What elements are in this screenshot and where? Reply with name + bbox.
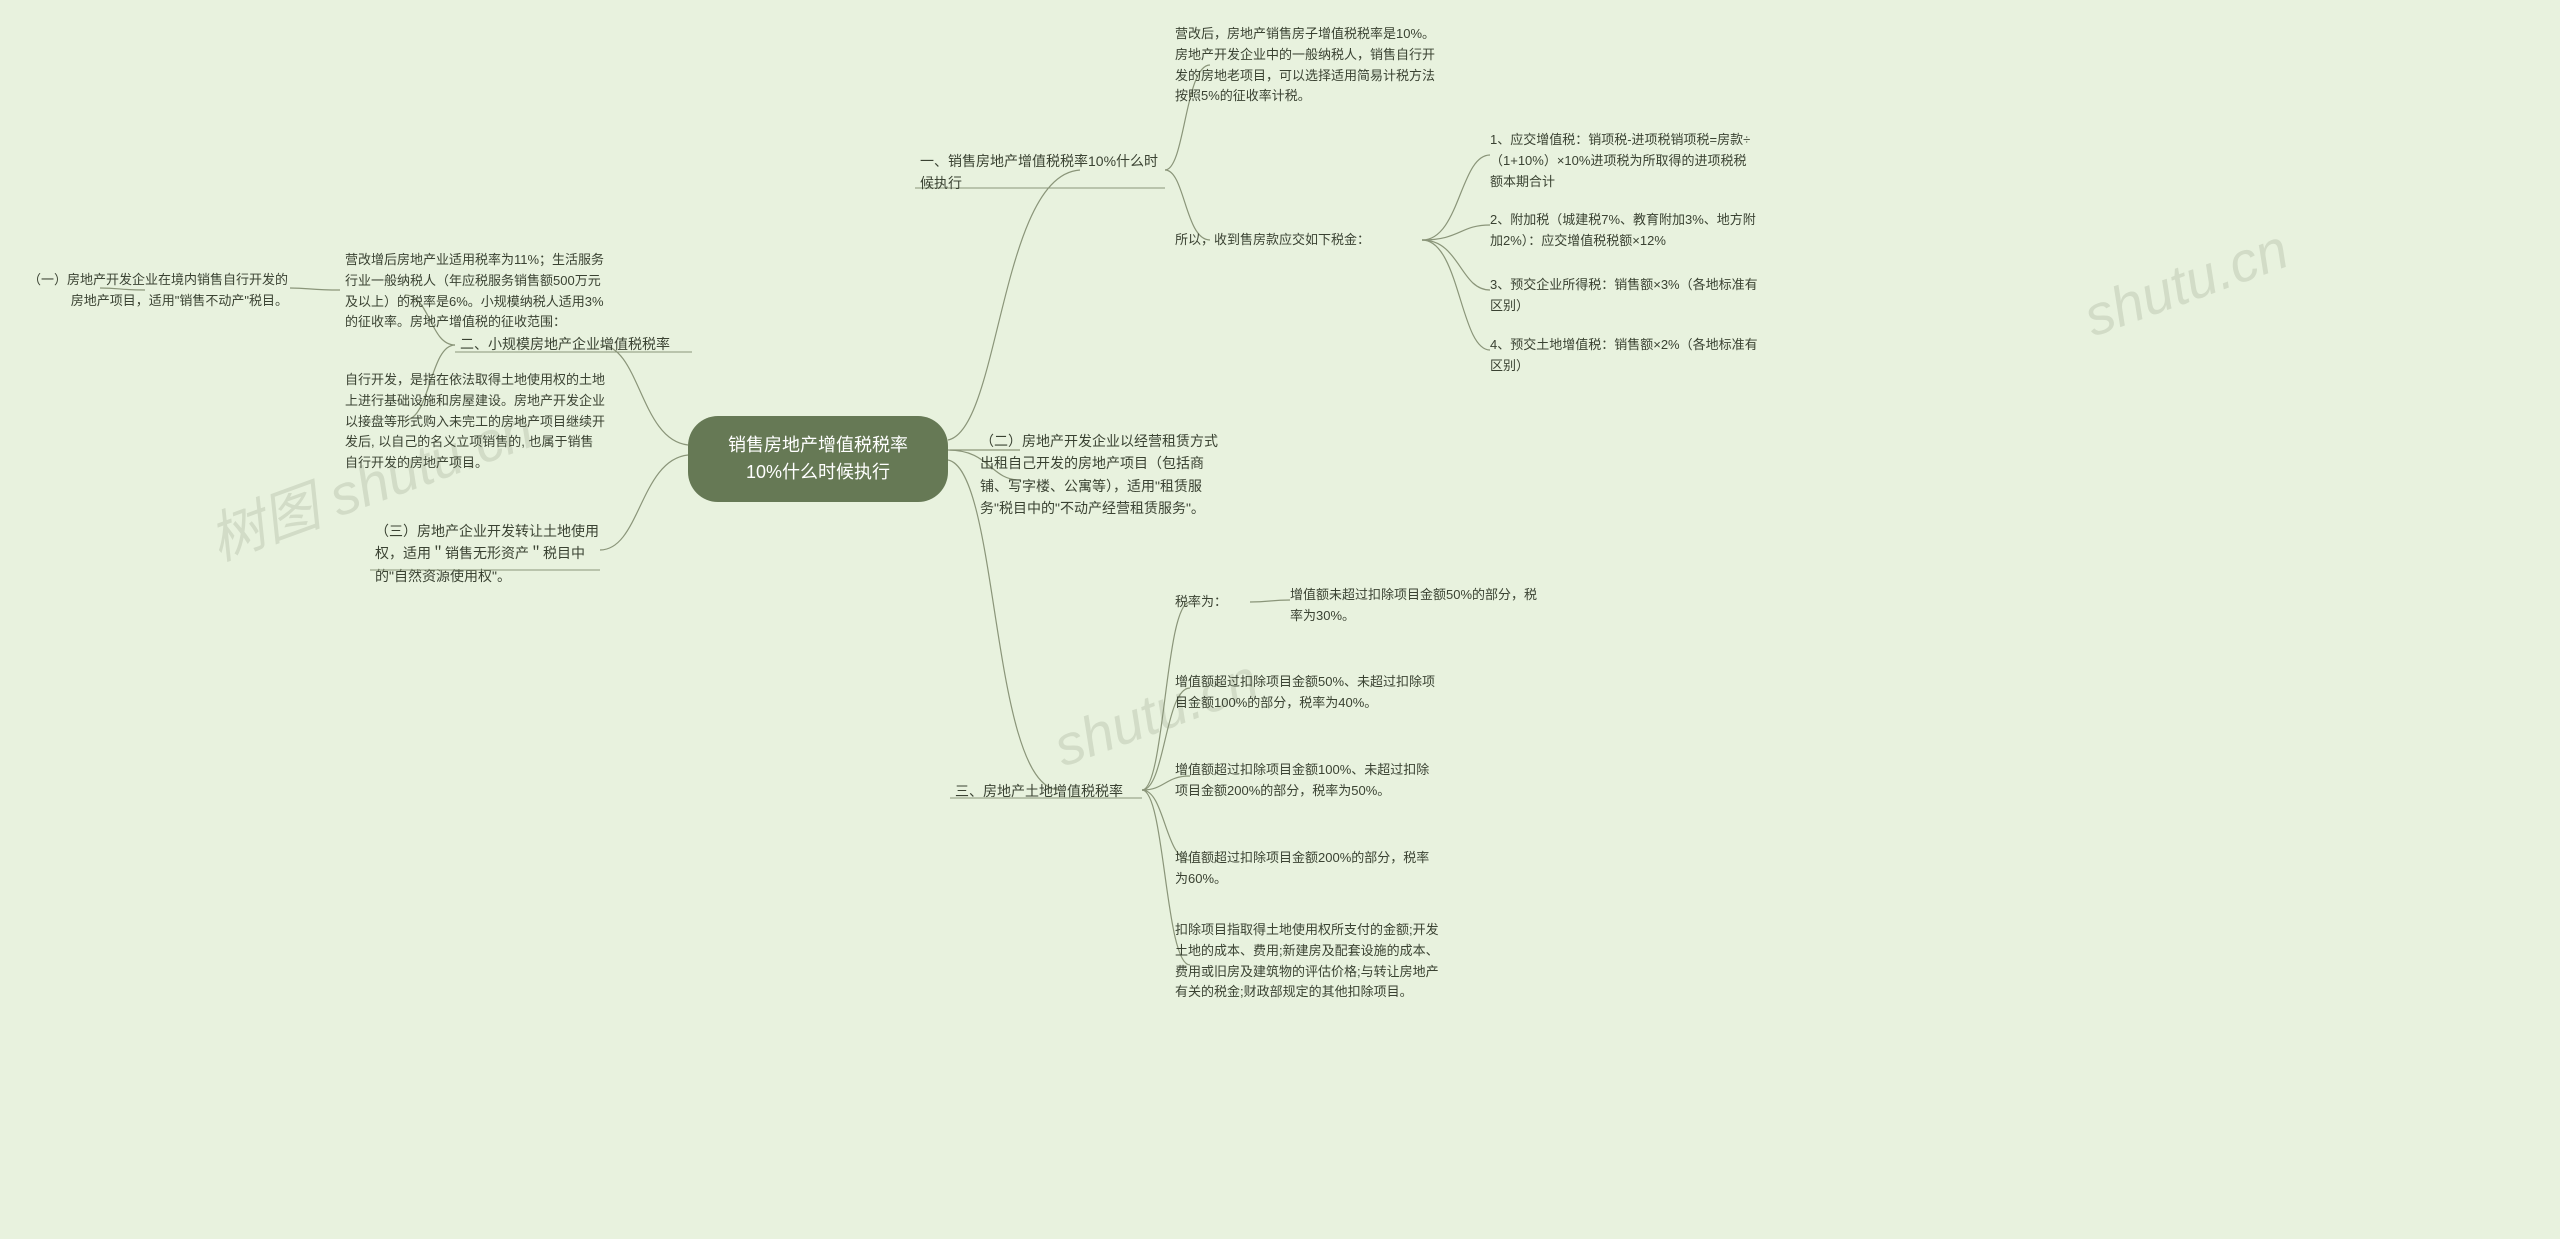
leaf-left-1-1-1: （一）房地产开发企业在境内销售自行开发的房地产项目，适用"销售不动产"税目。	[28, 270, 288, 312]
branch-2: （二）房地产开发企业以经营租赁方式出租自己开发的房地产项目（包括商铺、写字楼、公…	[980, 430, 1220, 520]
leaf-3-4: 增值额超过扣除项目金额200%的部分，税率为60%。	[1175, 848, 1440, 890]
branch-left-1: 二、小规模房地产企业增值税税率	[460, 333, 695, 355]
connectors-svg-overlay	[0, 0, 2560, 1239]
leaf-1-2-3: 3、预交企业所得税：销售额×3%（各地标准有区别）	[1490, 275, 1758, 317]
branch-3: 三、房地产土地增值税税率	[955, 780, 1155, 802]
mindmap-center: 销售房地产增值税税率10%什么时候执行	[688, 416, 948, 502]
connectors-svg	[0, 0, 2560, 1239]
leaf-1-2-1: 1、应交增值税：销项税-进项税销项税=房款÷（1+10%）×10%进项税为所取得…	[1490, 130, 1758, 192]
branch-left-2: （三）房地产企业开发转让土地使用权，适用＂销售无形资产＂税目中的"自然资源使用权…	[375, 520, 600, 587]
leaf-1-2-4: 4、预交土地增值税：销售额×2%（各地标准有区别）	[1490, 335, 1758, 377]
leaf-3-1-1: 增值额未超过扣除项目金额50%的部分，税率为30%。	[1290, 585, 1550, 627]
leaf-3-3: 增值额超过扣除项目金额100%、未超过扣除项目金额200%的部分，税率为50%。	[1175, 760, 1440, 802]
leaf-3-2: 增值额超过扣除项目金额50%、未超过扣除项目金额100%的部分，税率为40%。	[1175, 672, 1440, 714]
leaf-3-1: 税率为：	[1175, 592, 1245, 613]
watermark-3: shutu.cn	[2075, 216, 2296, 349]
branch-1: 一、销售房地产增值税税率10%什么时候执行	[920, 150, 1170, 195]
leaf-left-1-1: 营改增后房地产业适用税率为11%；生活服务行业一般纳税人（年应税服务销售额500…	[345, 250, 605, 333]
leaf-1-1: 营改后，房地产销售房子增值税税率是10%。房地产开发企业中的一般纳税人，销售自行…	[1175, 24, 1440, 107]
leaf-left-1-2: 自行开发，是指在依法取得土地使用权的土地上进行基础设施和房屋建设。房地产开发企业…	[345, 370, 605, 474]
leaf-3-5: 扣除项目指取得土地使用权所支付的金额;开发土地的成本、费用;新建房及配套设施的成…	[1175, 920, 1443, 1003]
leaf-1-2: 所以，收到售房款应交如下税金：	[1175, 230, 1415, 251]
leaf-1-2-2: 2、附加税（城建税7%、教育附加3%、地方附加2%）：应交增值税税额×12%	[1490, 210, 1758, 252]
